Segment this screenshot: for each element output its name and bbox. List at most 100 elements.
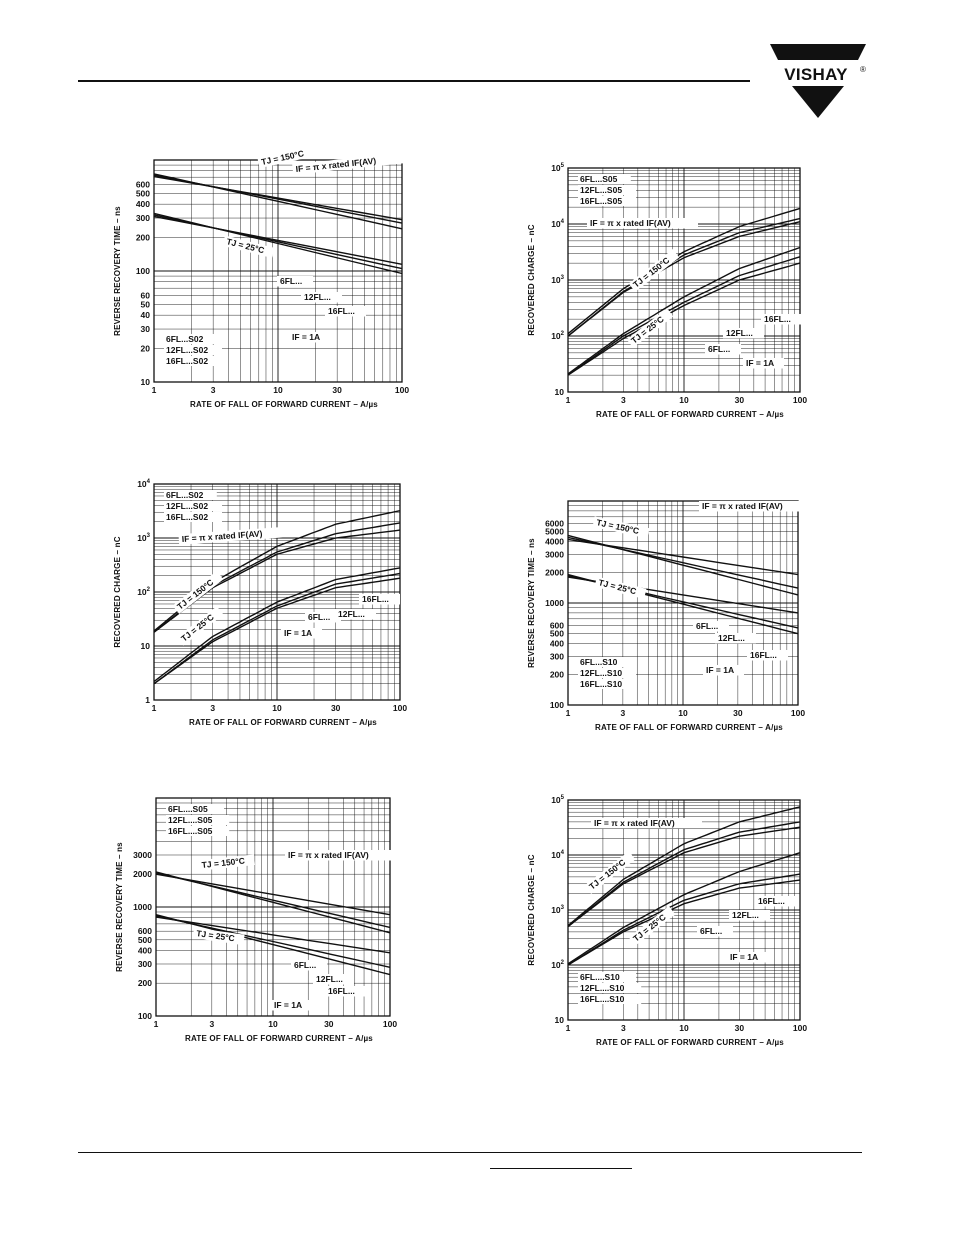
annotation-backdrop	[257, 150, 315, 169]
annotation: IF = π x rated IF(AV)	[702, 501, 783, 511]
legend-entry: 16FL...S02	[166, 356, 208, 366]
annotation-group: IF = π x rated IF(AV)	[587, 218, 698, 229]
annotation-group: TJ = 150°C	[592, 516, 650, 539]
series-line	[155, 915, 391, 968]
y-tick-label: 60	[141, 291, 151, 301]
y-tick-label: 200	[550, 669, 564, 679]
y-tick-label: 102	[551, 960, 564, 970]
legend-backdrop	[578, 174, 631, 184]
annotation: 16FL...	[750, 650, 777, 660]
y-axis-label: RECOVERED CHARGE – nC	[113, 536, 122, 647]
annotation-group: IF = π x rated IF(AV)	[285, 850, 396, 861]
annotation: IF = 1A	[284, 628, 312, 638]
annotation-backdrop	[705, 344, 741, 355]
annotation: 6FL...	[280, 276, 302, 286]
y-tick-label: 500	[138, 935, 152, 945]
x-tick-label: 3	[621, 1023, 626, 1033]
footer-rule	[78, 1152, 862, 1153]
annotation-backdrop	[761, 314, 802, 325]
x-tick-label: 1	[152, 385, 157, 395]
y-tick-label: 40	[141, 310, 151, 320]
x-tick-label: 1	[566, 395, 571, 405]
annotation-group: IF = π x rated IF(AV)	[699, 501, 810, 512]
legend-backdrop	[578, 185, 636, 195]
annotation: 16FL...	[328, 306, 355, 316]
annotation-backdrop	[587, 218, 698, 229]
annotation-backdrop	[592, 516, 650, 539]
legend-entry: 6FL...S02	[166, 490, 204, 500]
chart-1: 1 3 10 30 100 10 20 30 40 50 60 100 200 300 400 500 600 R…	[104, 150, 414, 430]
logo-top-band	[770, 44, 866, 60]
annotation-backdrop	[292, 152, 404, 175]
legend-backdrop	[166, 815, 230, 825]
annotation-group: IF = π x rated IF(AV)	[591, 818, 702, 829]
series-line	[155, 916, 391, 954]
series-line	[153, 577, 401, 685]
y-tick-label: 103	[137, 533, 150, 543]
annotation-group: 6FL...	[305, 612, 341, 623]
series-line	[567, 826, 801, 928]
annotation-group: 16FL...	[359, 594, 400, 605]
annotation-backdrop	[729, 910, 770, 921]
y-tick-label: 6000	[545, 519, 564, 529]
grid	[153, 160, 402, 383]
annotation-group: 16FL...	[761, 314, 802, 325]
annotation: IF = 1A	[746, 358, 774, 368]
annotation: TJ = 150°C	[587, 857, 627, 892]
x-tick-label: 30	[735, 395, 745, 405]
annotation-group: IF = 1A	[743, 358, 784, 369]
annotation-backdrop	[755, 896, 796, 907]
legend-backdrop	[578, 196, 636, 206]
annotation-backdrop	[723, 328, 764, 339]
x-tick-label: 100	[393, 703, 407, 713]
chart-4: 1 3 10 30 100 100 200 300 400 500 600 1000 2000 3000 4…	[510, 487, 820, 747]
y-axis-label: REVERSE RECOVERY TIME – ns	[113, 206, 122, 336]
y-tick-label: 105	[551, 795, 564, 805]
annotation: 12FL...	[718, 633, 745, 643]
y-tick-label: 400	[138, 945, 152, 955]
x-axis-label: RATE OF FALL OF FORWARD CURRENT – A/µs	[595, 723, 783, 732]
annotation-group: 6FL...	[693, 621, 729, 632]
x-tick-label: 100	[793, 395, 807, 405]
annotation: IF = π x rated IF(AV)	[590, 218, 671, 228]
annotation: 12FL...	[316, 974, 343, 984]
annotation: IF = 1A	[730, 952, 758, 962]
annotation: IF = 1A	[292, 332, 320, 342]
legend-backdrop	[164, 501, 222, 511]
annotation-backdrop	[172, 571, 224, 614]
annotation-backdrop	[715, 633, 756, 644]
x-tick-label: 30	[735, 1023, 745, 1033]
y-tick-label: 400	[550, 639, 564, 649]
x-axis-label: RATE OF FALL OF FORWARD CURRENT – A/µs	[596, 410, 784, 419]
annotation: 6FL...	[294, 960, 316, 970]
legend-backdrop	[578, 983, 642, 993]
x-tick-label: 100	[395, 385, 409, 395]
series-line	[567, 246, 801, 375]
annotation-backdrop	[335, 609, 376, 620]
annotation-backdrop	[281, 628, 322, 639]
y-axis-label: REVERSE RECOVERY TIME – ns	[527, 538, 536, 668]
y-axis-label: RECOVERED CHARGE – nC	[527, 224, 536, 335]
legend-entry: 12FL....S10	[580, 983, 625, 993]
legend-backdrop	[578, 994, 642, 1004]
x-tick-label: 3	[211, 385, 216, 395]
annotation-group: 12FL...	[301, 292, 342, 303]
legend-backdrop	[578, 657, 631, 667]
annotation-backdrop	[192, 927, 245, 946]
legend-backdrop	[578, 679, 636, 689]
y-tick-label: 2000	[545, 567, 564, 577]
y-tick-label: 104	[137, 479, 150, 489]
series-line	[567, 852, 801, 965]
annotation-group: TJ = 25°C	[594, 576, 647, 600]
annotation-group: 6FL...	[697, 926, 733, 937]
x-tick-label: 30	[331, 703, 341, 713]
annotation-backdrop	[222, 235, 275, 259]
legend-backdrop	[578, 668, 636, 678]
logo-triangle	[792, 86, 844, 118]
annotation: IF = 1A	[274, 1000, 302, 1010]
legend-entry: 6FL....S05	[168, 804, 208, 814]
annotation-group: 12FL...	[335, 609, 376, 620]
y-tick-label: 600	[550, 621, 564, 631]
series-line	[567, 806, 801, 927]
legend-backdrop	[164, 345, 222, 355]
